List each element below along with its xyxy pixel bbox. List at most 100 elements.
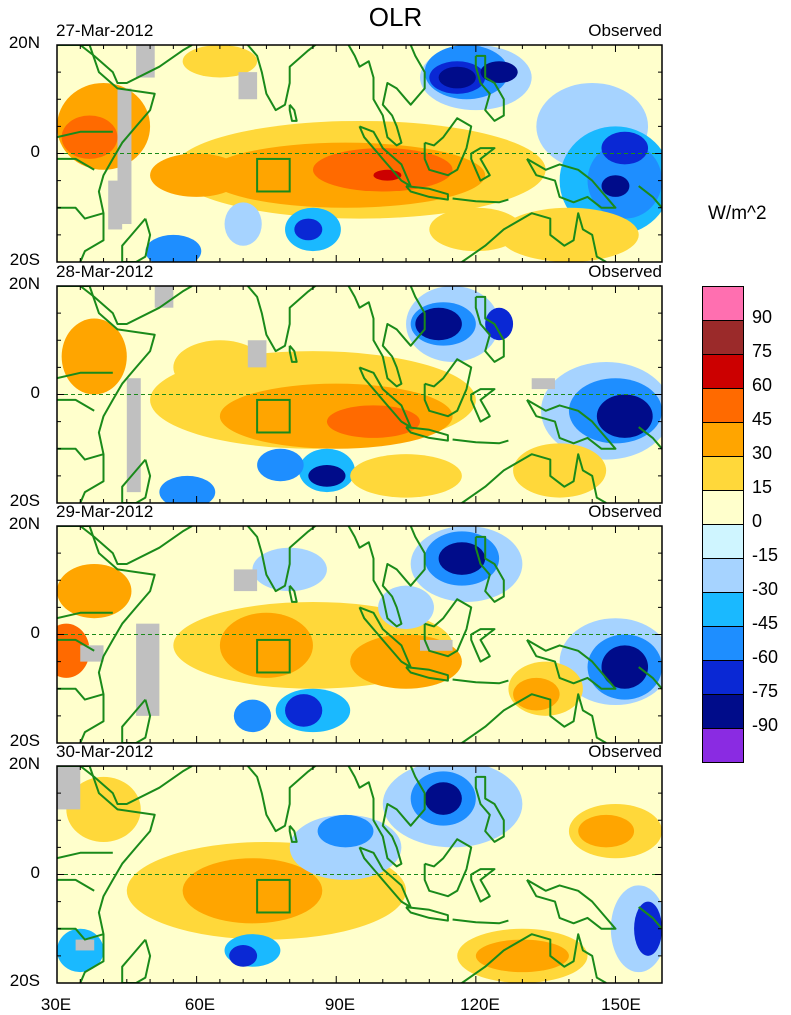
coastline — [452, 197, 509, 204]
colorbar-tick-label: 0 — [752, 511, 763, 531]
coastline — [459, 693, 607, 743]
olr-anomaly-region — [485, 307, 514, 341]
coastline — [57, 206, 104, 220]
lat-label-top: 20N — [8, 274, 40, 293]
coastline — [347, 45, 426, 147]
coastline — [121, 458, 152, 503]
olr-anomaly-region — [229, 945, 258, 967]
olr-anomaly-region — [285, 694, 323, 727]
coastline — [121, 698, 152, 743]
olr-anomaly-region — [601, 175, 630, 197]
colorbar-tick-label: 75 — [752, 341, 773, 361]
coastline — [358, 366, 412, 429]
coastline — [474, 535, 505, 603]
olr-anomaly-region — [294, 218, 323, 241]
missing-data-region — [57, 766, 81, 810]
olr-anomaly-region — [438, 542, 486, 575]
coastline — [526, 399, 617, 450]
lon-label-30e: 30E — [40, 995, 72, 1014]
colorbar-swatch — [702, 592, 744, 626]
coastline — [470, 868, 496, 903]
olr-anomaly-region — [233, 699, 272, 733]
region-box — [256, 878, 291, 914]
missing-data-region — [75, 939, 95, 951]
lat-label-mid: 0 — [30, 382, 40, 402]
map-panel: 27-Mar-2012 Observed 20N 0 20S — [0, 21, 791, 269]
olr-anomaly-region — [219, 612, 313, 678]
missing-data-region — [247, 340, 267, 368]
coastline — [638, 666, 662, 690]
lon-label-120e: 120E — [460, 995, 500, 1014]
olr-anomaly-region — [57, 563, 132, 619]
olr-anomaly-region — [438, 66, 476, 89]
missing-data-region — [238, 72, 258, 100]
figure-title: OLR — [368, 2, 423, 32]
coastline — [79, 526, 193, 565]
olr-anomaly-region — [182, 45, 258, 78]
coastline — [229, 45, 317, 112]
coastline — [121, 938, 152, 983]
colorbar-swatch — [702, 694, 744, 728]
lat-label-top: 20N — [8, 754, 40, 773]
coastline — [229, 766, 317, 833]
coastline — [452, 438, 509, 445]
coastline — [474, 54, 505, 122]
colorbar-swatch — [702, 490, 744, 524]
colorbar-tick-label: -90 — [752, 715, 779, 735]
olr-anomaly-region — [601, 131, 649, 165]
coastline — [57, 45, 156, 262]
coastline — [423, 358, 473, 418]
missing-data-region — [108, 180, 123, 230]
olr-map — [56, 44, 663, 263]
olr-anomaly-region — [257, 448, 304, 482]
olr-anomaly-region — [66, 776, 141, 842]
coastline — [470, 147, 496, 182]
missing-data-region — [233, 569, 258, 592]
olr-anomaly-region — [350, 454, 462, 498]
coastline — [57, 611, 113, 620]
olr-anomaly-region — [378, 585, 434, 630]
lat-label-top: 20N — [8, 514, 40, 533]
coastline — [57, 286, 156, 503]
lat-label-mid: 0 — [30, 622, 40, 642]
coastline — [423, 838, 473, 898]
olr-map — [56, 285, 663, 504]
colorbar-swatch — [702, 422, 744, 456]
panel-date-label: 29-Mar-2012 — [56, 502, 154, 521]
coastline — [452, 678, 509, 685]
panel-source-label: Observed — [588, 502, 662, 521]
olr-anomaly-region — [312, 148, 453, 192]
lon-label-60e: 60E — [184, 995, 216, 1014]
olr-anomaly-region — [150, 153, 244, 197]
coastline — [459, 212, 607, 262]
olr-map — [56, 765, 663, 984]
colorbar-tick-label: -30 — [752, 579, 779, 599]
colorbar-tick-label: 15 — [752, 477, 773, 497]
missing-data-region — [80, 645, 104, 662]
coastline — [347, 766, 426, 868]
coastline — [121, 217, 152, 262]
coastline — [288, 585, 298, 603]
coastline — [57, 157, 95, 171]
coastline — [638, 185, 662, 209]
coastline — [459, 933, 607, 983]
olr-anomaly-region — [61, 318, 127, 395]
olr-anomaly-region — [159, 475, 216, 503]
colorbar-swatch — [702, 320, 744, 354]
olr-anomaly-region — [513, 677, 560, 711]
lon-label-90e: 90E — [324, 995, 356, 1014]
coastline — [57, 766, 156, 983]
coastline — [347, 286, 426, 388]
region-box — [256, 157, 291, 193]
lat-label-bottom: 20S — [9, 731, 40, 750]
coastline — [57, 687, 104, 701]
coastline — [347, 526, 426, 628]
olr-anomaly-region — [480, 61, 518, 83]
coastline — [423, 598, 473, 658]
coastline — [79, 286, 193, 325]
olr-anomaly-region — [415, 307, 462, 341]
lat-label-bottom: 20S — [9, 491, 40, 510]
olr-anomaly-region — [475, 939, 569, 973]
olr-anomaly-region — [317, 814, 374, 848]
lat-label-mid: 0 — [30, 862, 40, 882]
